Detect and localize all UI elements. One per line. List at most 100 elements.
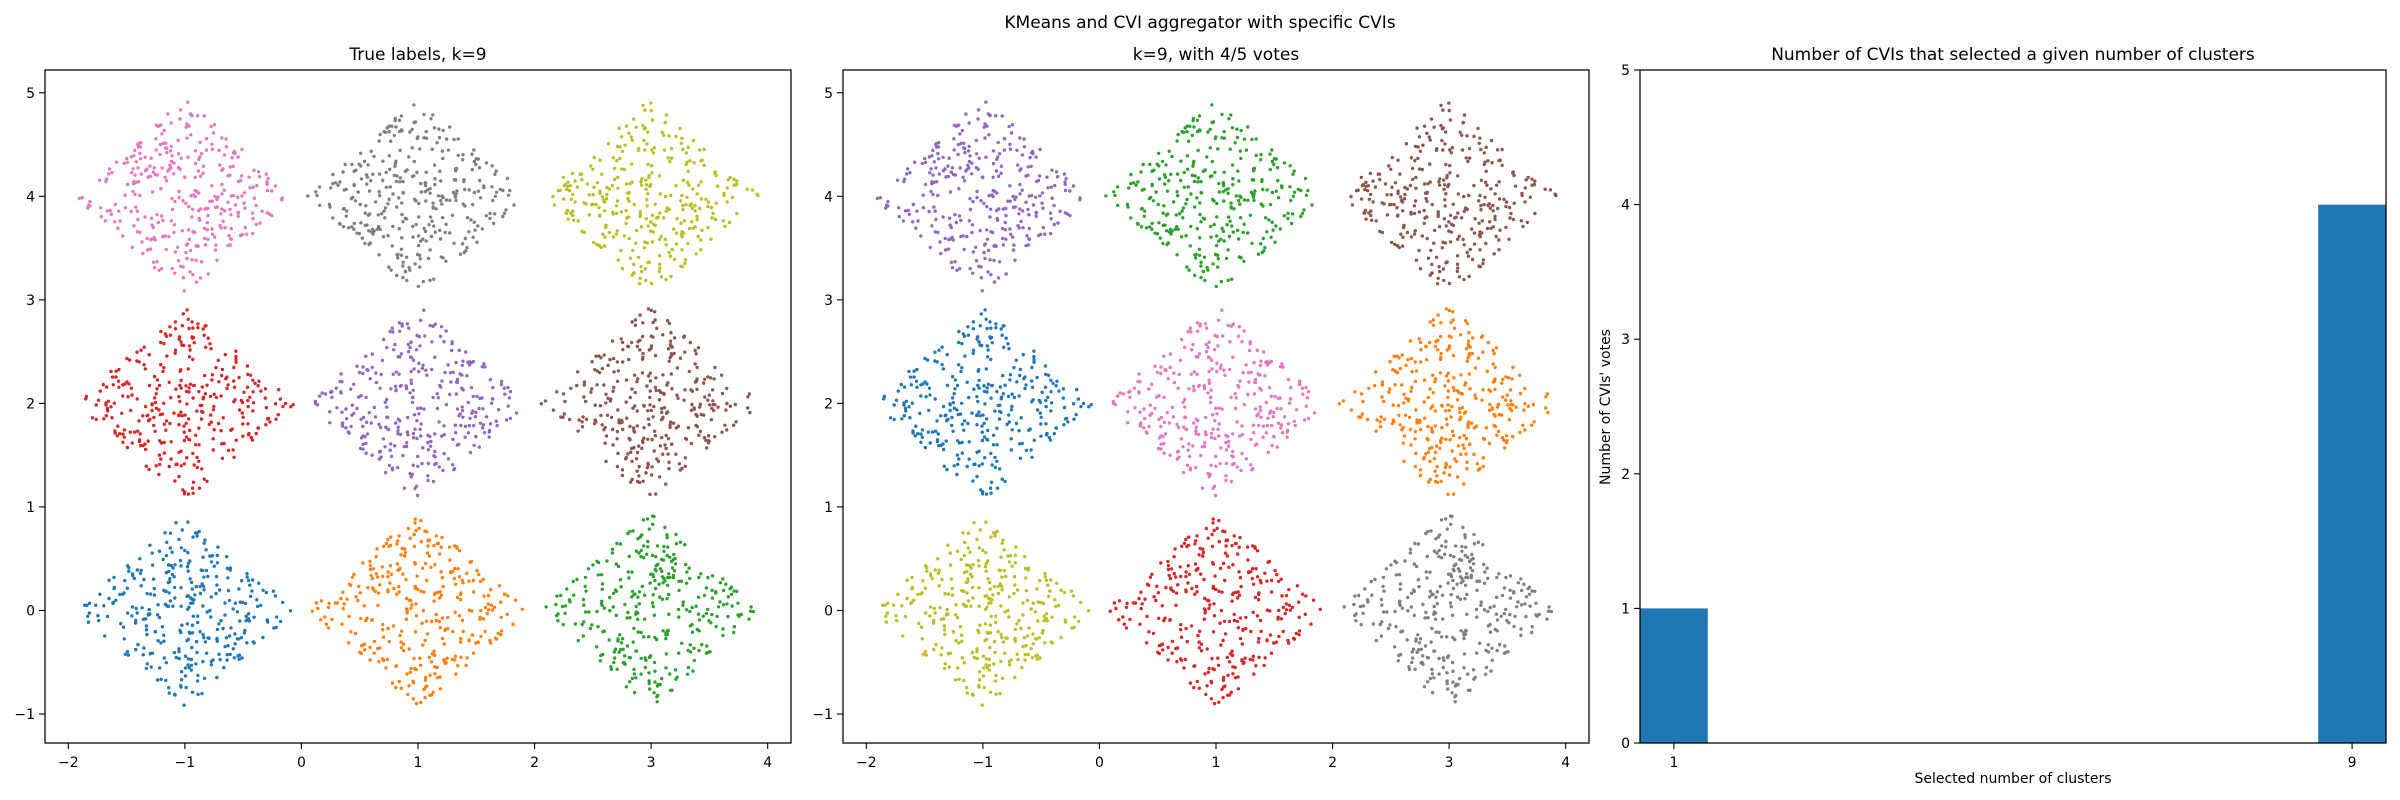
scatter-point [419, 434, 423, 438]
scatter-point [412, 159, 416, 164]
scatter-point [730, 195, 734, 199]
scatter-point [243, 206, 247, 210]
scatter-point [1437, 656, 1441, 661]
scatter-point [1475, 588, 1479, 593]
scatter-point [153, 629, 157, 634]
scatter-point [606, 142, 611, 146]
scatter-point [1252, 672, 1256, 676]
scatter-point [1184, 427, 1188, 432]
scatter-point [1469, 421, 1474, 425]
scatter-point [1048, 231, 1053, 236]
scatter-point [108, 208, 112, 213]
scatter-point [1428, 595, 1432, 599]
scatter-point [650, 601, 655, 605]
scatter-point [361, 415, 366, 420]
scatter-point [248, 395, 252, 399]
scatter-point [721, 627, 725, 631]
scatter-point [725, 602, 729, 606]
scatter-point [610, 427, 615, 432]
scatter-point [415, 436, 419, 441]
scatter-point [1035, 653, 1040, 657]
scatter-point [1463, 597, 1467, 601]
scatter-point [439, 545, 443, 549]
scatter-point [1408, 547, 1413, 551]
scatter-point [1227, 439, 1231, 444]
scatter-point [1062, 405, 1067, 410]
scatter-point [417, 215, 421, 219]
scatter-point [162, 633, 166, 637]
scatter-point [1210, 544, 1215, 549]
scatter-point [638, 338, 642, 342]
scatter-point [1451, 310, 1455, 314]
scatter-point [263, 387, 268, 391]
scatter-point [648, 403, 652, 407]
scatter-point [415, 493, 420, 498]
scatter-point [1002, 548, 1006, 552]
scatter-point [1250, 567, 1255, 571]
y-tick-label: 0 [26, 603, 35, 619]
scatter-point [344, 214, 348, 218]
scatter-point [670, 156, 674, 160]
scatter-point [964, 580, 969, 585]
scatter-point [178, 117, 182, 121]
scatter-point [499, 379, 504, 384]
scatter-point [982, 384, 986, 388]
scatter-point [251, 217, 255, 221]
scatter-point [584, 610, 588, 614]
scatter-point [977, 670, 982, 674]
scatter-point [164, 570, 169, 575]
scatter-point [1048, 589, 1052, 593]
scatter-point [1239, 584, 1243, 589]
scatter-point [1460, 406, 1465, 410]
scatter-point [716, 605, 721, 609]
scatter-point [1206, 345, 1210, 350]
scatter-point [1508, 406, 1512, 411]
scatter-point [1437, 630, 1441, 635]
scatter-point [946, 652, 950, 656]
scatter-point [615, 667, 619, 671]
scatter-point [1486, 643, 1491, 647]
scatter-point [1046, 583, 1050, 587]
scatter-point [1230, 653, 1235, 657]
scatter-point [600, 195, 605, 199]
scatter-point [1023, 566, 1028, 571]
scatter-point [718, 581, 723, 585]
scatter-point [1427, 480, 1431, 484]
scatter-point [939, 414, 943, 418]
scatter-point [924, 395, 928, 399]
scatter-point [586, 567, 591, 571]
scatter-point [1288, 608, 1293, 612]
scatter-point [1488, 402, 1492, 407]
scatter-point [711, 211, 715, 216]
scatter-point [583, 584, 587, 589]
scatter-point [967, 395, 971, 400]
scatter-point [355, 364, 359, 368]
scatter-point [186, 550, 190, 555]
scatter-point [666, 545, 670, 549]
scatter-point [1043, 571, 1047, 576]
scatter-point [1215, 412, 1219, 416]
scatter-point [710, 406, 714, 411]
scatter-point [471, 651, 476, 655]
scatter-point [388, 185, 392, 189]
scatter-point [623, 143, 627, 147]
scatter-point [1201, 554, 1205, 558]
scatter-point [661, 333, 665, 337]
scatter-point [1202, 577, 1206, 582]
scatter-point [561, 197, 566, 201]
scatter-point [946, 592, 951, 596]
scatter-point [1291, 636, 1296, 640]
scatter-point [630, 589, 635, 594]
scatter-point [945, 607, 949, 612]
y-tick-label: 4 [26, 189, 35, 205]
scatter-point [1250, 576, 1255, 581]
scatter-point [726, 595, 731, 599]
scatter-point [977, 378, 981, 383]
scatter-point [953, 378, 958, 382]
scatter-point [1492, 352, 1496, 356]
scatter-point [1173, 547, 1177, 551]
scatter-point [1371, 622, 1376, 626]
scatter-point [143, 169, 148, 173]
scatter-point [463, 187, 467, 192]
scatter-point [1258, 363, 1263, 368]
